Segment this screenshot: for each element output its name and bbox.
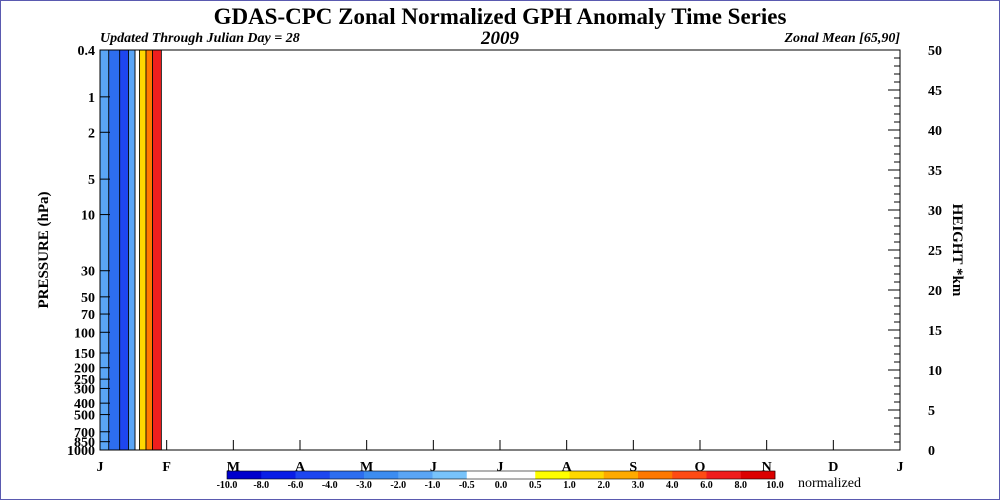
pressure-tick-label-11: 250 [74,373,95,388]
month-tick-label-12: J [897,460,904,475]
month-tick-label-10: N [762,460,772,475]
colorbar-swatch-3 [329,471,365,479]
height-tick-label-8: 40 [928,124,942,139]
colorbar-swatch-4 [364,471,399,479]
colorbar-swatch-0 [227,471,262,479]
colorbar-label-10: 1.0 [563,480,576,491]
colorbar-swatch-11 [603,471,639,479]
month-tick-label-1: F [162,460,171,475]
colorbar-swatch-8 [501,471,536,479]
colorbar-swatch-10 [569,471,605,479]
chart-title: GDAS-CPC Zonal Normalized GPH Anomaly Ti… [213,4,787,29]
anomaly-band-1 [108,49,121,451]
colorbar-swatch-2 [295,471,331,479]
colorbar-label-4: -3.0 [356,480,372,491]
update-note: Updated Through Julian Day = 28 [100,31,300,46]
anomaly-band-4 [134,49,140,451]
colorbar-label-2: -6.0 [288,480,304,491]
colorbar-swatch-13 [672,471,707,479]
colorbar-swatch-1 [261,471,296,479]
colorbar-swatch-15 [740,471,776,479]
colorbar-label-7: -0.5 [459,480,475,491]
pressure-tick-label-10: 200 [74,362,95,377]
month-tick-label-7: A [562,460,573,475]
colorbar-label-6: -1.0 [425,480,441,491]
plot-frame [99,49,901,451]
anomaly-band-6 [145,49,154,451]
anomaly-band-0 [99,49,110,451]
pressure-tick-label-16: 850 [74,436,95,451]
pressure-tick-label-1: 1 [88,91,95,106]
pressure-tick-label-0: 0.4 [78,44,96,59]
y-axis-title-right: HEIGHT *km [949,204,965,297]
colorbar-label-11: 2.0 [598,480,611,491]
month-tick-label-5: J [430,460,437,475]
height-tick-label-10: 50 [928,44,942,59]
colorbar-swatch-6 [432,471,468,479]
anomaly-band-3 [128,49,136,451]
height-tick-label-9: 45 [928,84,942,99]
pressure-tick-label-6: 50 [81,291,95,306]
height-tick-label-6: 30 [928,204,942,219]
pressure-tick-label-8: 100 [74,326,95,341]
colorbar-label-3: -4.0 [322,480,338,491]
anomaly-band-2 [119,49,129,451]
colorbar-label-5: -2.0 [390,480,406,491]
pressure-tick-label-13: 400 [74,397,95,412]
month-tick-label-9: O [695,460,706,475]
height-tick-label-5: 25 [928,244,942,259]
colorbar-label-8: 0.0 [495,480,508,491]
month-tick-label-0: J [97,460,104,475]
colorbar-label-0: -10.0 [217,480,238,491]
month-tick-label-11: D [828,460,838,475]
month-tick-label-3: A [295,460,306,475]
colorbar-label-13: 4.0 [666,480,679,491]
colorbar-swatch-7 [466,471,502,479]
colorbar-swatch-12 [638,471,673,479]
month-tick-label-6: J [497,460,504,475]
colorbar-label-16: 10.0 [766,480,784,491]
anomaly-band-5 [139,49,147,451]
height-tick-label-2: 10 [928,364,942,379]
colorbar-swatch-5 [398,471,433,479]
colorbar-label-9: 0.5 [529,480,542,491]
pressure-tick-label-2: 2 [88,126,95,141]
colorbar-label-1: -8.0 [253,480,269,491]
colorbar-label-14: 6.0 [700,480,713,491]
pressure-tick-label-15: 700 [74,426,95,441]
month-tick-label-8: S [629,460,637,475]
year-label: 2009 [481,28,519,49]
height-tick-label-1: 5 [928,404,935,419]
colorbar-frame [226,470,776,480]
pressure-tick-label-9: 150 [74,347,95,362]
colorbar-swatch-14 [706,471,742,479]
anomaly-band-7 [152,49,162,451]
pressure-tick-label-17: 1000 [67,444,95,459]
colorbar-label-15: 8.0 [735,480,748,491]
pressure-tick-label-12: 300 [74,382,95,397]
colorbar-label-12: 3.0 [632,480,645,491]
zonal-mean-label: Zonal Mean [65,90] [784,31,901,46]
height-tick-label-7: 35 [928,164,942,179]
colorbar-unit: normalized [798,476,861,491]
pressure-tick-label-4: 10 [81,209,95,224]
height-tick-label-0: 0 [928,444,935,459]
height-tick-label-4: 20 [928,284,942,299]
pressure-tick-label-14: 500 [74,409,95,424]
colorbar-swatch-9 [535,471,570,479]
pressure-tick-label-7: 70 [81,308,95,323]
y-axis-title-left: PRESSURE (hPa) [36,191,52,308]
height-tick-label-3: 15 [928,324,942,339]
pressure-tick-label-3: 5 [88,173,95,188]
pressure-tick-label-5: 30 [81,265,95,280]
